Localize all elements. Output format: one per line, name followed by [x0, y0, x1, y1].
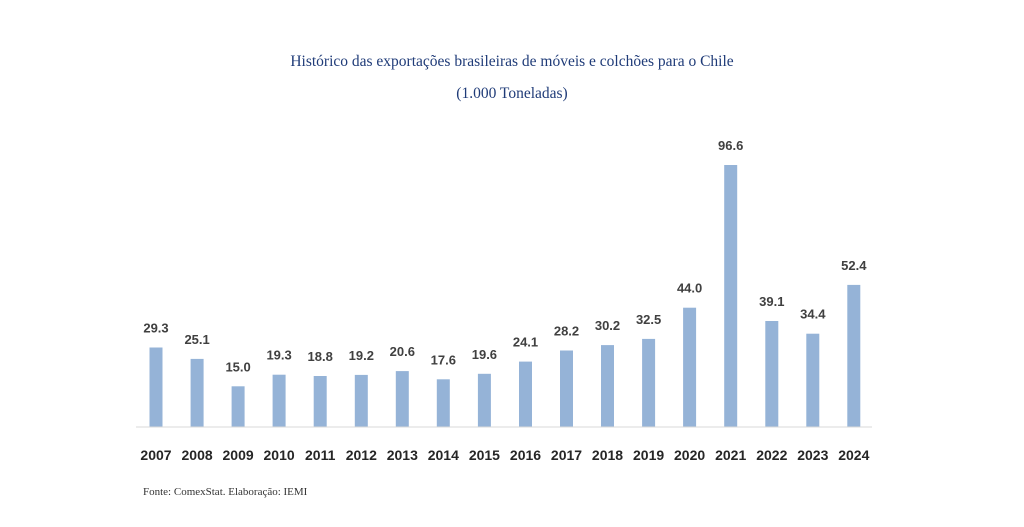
x-tick-label-2021: 2021	[715, 447, 746, 463]
value-label-2022: 39.1	[759, 294, 784, 309]
x-tick-label-2011: 2011	[305, 447, 336, 463]
bar-2019	[642, 338, 656, 427]
value-label-2010: 19.3	[266, 348, 291, 363]
x-tick-label-2018: 2018	[592, 447, 623, 463]
x-tick-label-2007: 2007	[140, 447, 171, 463]
x-tick-label-2010: 2010	[264, 447, 295, 463]
x-tick-label-2019: 2019	[633, 447, 664, 463]
bar-2011	[313, 376, 327, 427]
x-tick-label-2014: 2014	[428, 447, 459, 463]
value-label-2009: 15.0	[225, 359, 250, 374]
bar-2024	[847, 284, 861, 427]
x-tick-label-2022: 2022	[756, 447, 787, 463]
value-label-2021: 96.6	[718, 138, 743, 153]
bar-2007	[149, 347, 163, 427]
chart-title: Histórico das exportações brasileiras de…	[290, 53, 734, 70]
bar-2013	[395, 371, 409, 427]
source-note: Fonte: ComexStat. Elaboração: IEMI	[143, 486, 308, 498]
value-label-2015: 19.6	[472, 347, 497, 362]
bar-2016	[519, 361, 532, 427]
value-label-2020: 44.0	[677, 281, 702, 296]
bar-2018	[601, 345, 614, 427]
value-label-2011: 18.8	[308, 349, 333, 364]
bar-2023	[806, 333, 820, 427]
value-label-2008: 25.1	[184, 332, 209, 347]
value-label-2019: 32.5	[636, 312, 661, 327]
value-label-2017: 28.2	[554, 324, 579, 339]
value-label-2014: 17.6	[431, 352, 456, 367]
x-tick-label-2016: 2016	[510, 447, 541, 463]
bar-2022	[765, 321, 779, 427]
value-label-2016: 24.1	[513, 335, 538, 350]
bar-2021	[724, 165, 738, 427]
bar-2020	[683, 307, 697, 427]
x-tick-label-2017: 2017	[551, 447, 582, 463]
x-tick-label-2008: 2008	[182, 447, 213, 463]
bar-2015	[477, 373, 491, 427]
x-tick-label-2020: 2020	[674, 447, 705, 463]
bar-2009	[231, 386, 245, 427]
value-label-2023: 34.4	[800, 307, 826, 322]
value-label-2012: 19.2	[349, 348, 374, 363]
bar-2017	[560, 350, 573, 427]
x-tick-label-2009: 2009	[223, 447, 254, 463]
bar-2008	[190, 358, 204, 427]
x-tick-labels-group: 2007 2008 2009 2010 2011 2012 2013 2014 2015 2016…	[140, 447, 869, 463]
x-tick-label-2013: 2013	[387, 447, 418, 463]
chart-subtitle: (1.000 Toneladas)	[456, 85, 568, 102]
value-label-2007: 29.3	[143, 321, 168, 336]
bar-2010	[272, 374, 286, 427]
value-label-2018: 30.2	[595, 318, 620, 333]
x-tick-label-2015: 2015	[469, 447, 500, 463]
x-tick-label-2023: 2023	[797, 447, 828, 463]
value-labels-group: 29.3 25.1 15.0 19.3 18.8 19.2 20.6 17.6 19.6 24.1…	[143, 138, 867, 374]
bar-2014	[436, 379, 450, 427]
value-label-2013: 20.6	[390, 344, 415, 359]
x-tick-label-2024: 2024	[838, 447, 869, 463]
value-label-2024: 52.4	[841, 258, 867, 273]
x-tick-label-2012: 2012	[346, 447, 377, 463]
bar-2012	[354, 374, 368, 427]
bars-group	[149, 165, 861, 427]
